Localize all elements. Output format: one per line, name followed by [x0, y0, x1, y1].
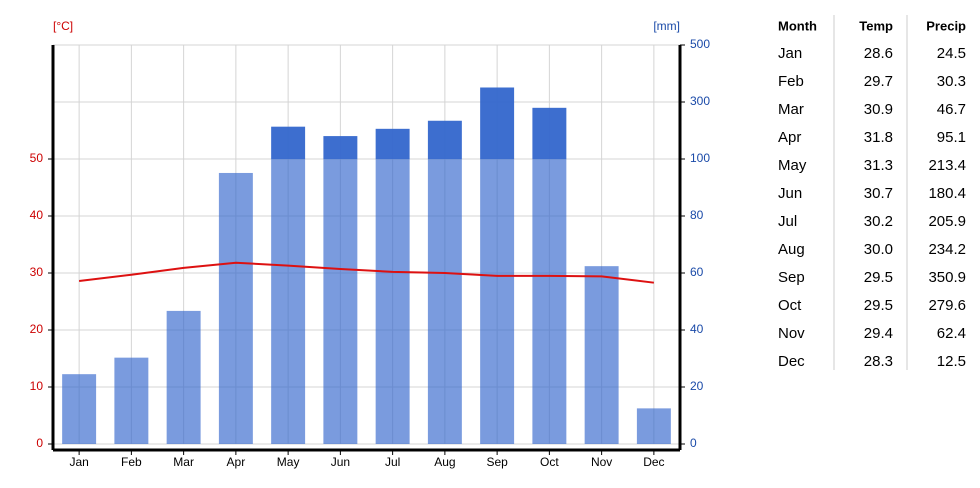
bar: [218, 172, 253, 444]
y-tick-label: 30: [30, 265, 44, 279]
x-tick-label: Jul: [385, 455, 400, 469]
table-cell: 29.5: [864, 297, 893, 314]
y-tick-label: 10: [30, 379, 44, 393]
table-cell: 180.4: [928, 185, 966, 202]
table-cell: Mar: [778, 101, 804, 118]
plot: 0 20 40 60 80 100 300 500 0 10 20 30 40 50 [°C] [mm] Jan…: [30, 19, 711, 469]
bar-upper: [427, 120, 462, 159]
bar: [62, 374, 97, 444]
table-cell: 29.5: [864, 269, 893, 286]
table-cell: 28.3: [864, 353, 893, 370]
table-cell: 29.7: [864, 73, 893, 90]
table-cell: Oct: [778, 297, 802, 314]
y2-tick-label: 100: [690, 151, 710, 165]
table-cell: 213.4: [928, 157, 966, 174]
table-header: Precip: [926, 18, 966, 33]
table-cell: Nov: [778, 325, 805, 342]
x-tick-label: Jan: [69, 455, 88, 469]
x-tick-label: Apr: [227, 455, 246, 469]
table-cell: 30.2: [864, 213, 893, 230]
table-cell: 46.7: [937, 101, 966, 118]
x-tick-label: May: [277, 455, 300, 469]
table-cell: Feb: [778, 73, 804, 90]
y2-tick-label: 0: [690, 436, 697, 450]
bar-upper: [323, 136, 358, 159]
bar: [584, 266, 619, 444]
bar-upper: [480, 87, 515, 159]
y-tick-label: 20: [30, 322, 44, 336]
table-cell: 279.6: [928, 297, 966, 314]
table-cell: 29.4: [864, 325, 893, 342]
y2-tick-label: 40: [690, 322, 704, 336]
table-cell: Jan: [778, 45, 802, 62]
y2-tick-label: 20: [690, 379, 704, 393]
y2-tick-label: 60: [690, 265, 704, 279]
table-cell: Jun: [778, 185, 802, 202]
table-cell: Sep: [778, 269, 805, 286]
x-tick-label: Jun: [331, 455, 350, 469]
table-cell: Apr: [778, 129, 801, 146]
x-tick-label: Sep: [486, 455, 508, 469]
x-tick-label: Dec: [643, 455, 664, 469]
x-tick-label: Aug: [434, 455, 455, 469]
temp-line: [79, 261, 654, 284]
y-axis-label: [°C]: [53, 19, 73, 33]
table-cell: 30.9: [864, 101, 893, 118]
bar: [532, 159, 567, 444]
y-tick-label: 50: [30, 151, 44, 165]
bar: [375, 159, 410, 444]
data-table: Month Temp Precip Jan 28.6 24.5 Feb 29.7 30.3 Mar…: [778, 15, 966, 370]
bar: [166, 310, 201, 444]
bar: [427, 159, 462, 444]
bar: [271, 159, 306, 444]
table-cell: 350.9: [928, 269, 966, 286]
table-cell: 31.8: [864, 129, 893, 146]
bar-upper: [532, 107, 567, 159]
table-cell: 62.4: [937, 325, 966, 342]
bar-upper: [375, 128, 410, 159]
table-cell: 30.7: [864, 185, 893, 202]
table-cell: 205.9: [928, 213, 966, 230]
bar: [636, 408, 671, 444]
table-cell: May: [778, 157, 807, 174]
table-cell: Dec: [778, 353, 805, 370]
table-cell: 30.3: [937, 73, 966, 90]
y-tick-label: 0: [36, 436, 43, 450]
table-cell: 28.6: [864, 45, 893, 62]
table-cell: 24.5: [937, 45, 966, 62]
y2-tick-label: 300: [690, 94, 710, 108]
table-cell: 30.0: [864, 241, 893, 258]
bar: [480, 159, 515, 444]
bar: [114, 357, 149, 444]
table-cell: 234.2: [928, 241, 966, 258]
x-tick-label: Mar: [173, 455, 194, 469]
y2-tick-label: 500: [690, 37, 710, 51]
y2-tick-label: 80: [690, 208, 704, 222]
x-tick-label: Feb: [121, 455, 142, 469]
table-cell: Jul: [778, 213, 797, 230]
table-cell: 95.1: [937, 129, 966, 146]
y-tick-label: 40: [30, 208, 44, 222]
bar: [323, 159, 358, 444]
table-header: Temp: [859, 18, 893, 33]
x-tick-label: Nov: [591, 455, 612, 469]
table-header: Month: [778, 18, 817, 33]
y2-axis-label: [mm]: [653, 19, 680, 33]
table-cell: 12.5: [937, 353, 966, 370]
table-cell: 31.3: [864, 157, 893, 174]
bar-upper: [271, 126, 306, 159]
x-tick-label: Oct: [540, 455, 559, 469]
table-cell: Aug: [778, 241, 805, 258]
